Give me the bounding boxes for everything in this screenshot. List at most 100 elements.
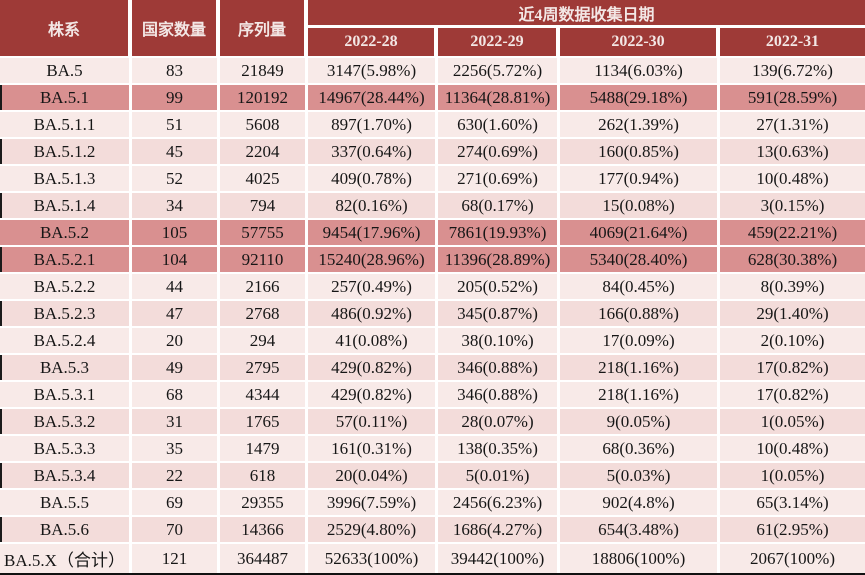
strain-cell: BA.5.1.4 — [0, 193, 132, 220]
week-value-cell: 486(0.92%) — [308, 301, 438, 328]
week-value-cell: 257(0.49%) — [308, 274, 438, 301]
strain-cell: BA.5.2.2 — [0, 274, 132, 301]
sequences-cell: 618 — [220, 463, 308, 490]
column-header-week-2022-29: 2022-29 — [438, 28, 560, 58]
table-row: BA.5.5 69 29355 3996(7.59%) 2456(6.23%) 902(4… — [0, 490, 865, 517]
week-value-cell: 2067(100%) — [720, 544, 865, 573]
week-value-cell: 29(1.40%) — [720, 301, 865, 328]
sequences-cell: 5608 — [220, 112, 308, 139]
sequences-cell: 794 — [220, 193, 308, 220]
sequences-cell: 1479 — [220, 436, 308, 463]
week-value-cell: 2529(4.80%) — [308, 517, 438, 544]
countries-cell: 20 — [132, 328, 220, 355]
week-value-cell: 138(0.35%) — [438, 436, 560, 463]
week-value-cell: 28(0.07%) — [438, 409, 560, 436]
week-value-cell: 84(0.45%) — [560, 274, 720, 301]
sequences-cell: 4344 — [220, 382, 308, 409]
week-value-cell: 346(0.88%) — [438, 382, 560, 409]
week-value-cell: 20(0.04%) — [308, 463, 438, 490]
countries-cell: 69 — [132, 490, 220, 517]
strain-cell: BA.5.3.1 — [0, 382, 132, 409]
week-value-cell: 161(0.31%) — [308, 436, 438, 463]
week-value-cell: 38(0.10%) — [438, 328, 560, 355]
countries-cell: 49 — [132, 355, 220, 382]
week-value-cell: 17(0.82%) — [720, 382, 865, 409]
countries-cell: 105 — [132, 220, 220, 247]
strain-cell: BA.5.1 — [0, 85, 132, 112]
week-value-cell: 345(0.87%) — [438, 301, 560, 328]
week-value-cell: 68(0.36%) — [560, 436, 720, 463]
week-value-cell: 3996(7.59%) — [308, 490, 438, 517]
week-value-cell: 591(28.59%) — [720, 85, 865, 112]
week-value-cell: 1134(6.03%) — [560, 58, 720, 85]
column-header-strain: 株系 — [0, 0, 132, 58]
sequences-cell: 92110 — [220, 247, 308, 274]
strain-cell: BA.5 — [0, 58, 132, 85]
sequences-cell: 1765 — [220, 409, 308, 436]
week-value-cell: 10(0.48%) — [720, 436, 865, 463]
countries-cell: 44 — [132, 274, 220, 301]
week-value-cell: 166(0.88%) — [560, 301, 720, 328]
week-value-cell: 8(0.39%) — [720, 274, 865, 301]
week-value-cell: 1(0.05%) — [720, 463, 865, 490]
week-value-cell: 10(0.48%) — [720, 166, 865, 193]
countries-cell: 34 — [132, 193, 220, 220]
sequences-cell: 120192 — [220, 85, 308, 112]
week-value-cell: 57(0.11%) — [308, 409, 438, 436]
countries-cell: 47 — [132, 301, 220, 328]
countries-cell: 68 — [132, 382, 220, 409]
week-value-cell: 7861(19.93%) — [438, 220, 560, 247]
strain-cell: BA.5.X（合计） — [0, 544, 132, 573]
strain-cell: BA.5.3.2 — [0, 409, 132, 436]
sequences-cell: 57755 — [220, 220, 308, 247]
table-body: BA.5 83 21849 3147(5.98%) 2256(5.72%) 1134(6.… — [0, 58, 865, 573]
week-value-cell: 346(0.88%) — [438, 355, 560, 382]
table-row: BA.5.2.1 104 92110 15240(28.96%) 11396(28.89… — [0, 247, 865, 274]
week-value-cell: 14967(28.44%) — [308, 85, 438, 112]
week-value-cell: 337(0.64%) — [308, 139, 438, 166]
sequences-cell: 2166 — [220, 274, 308, 301]
week-value-cell: 459(22.21%) — [720, 220, 865, 247]
strain-cell: BA.5.2.4 — [0, 328, 132, 355]
sequences-cell: 2204 — [220, 139, 308, 166]
week-value-cell: 429(0.82%) — [308, 355, 438, 382]
sequences-cell: 29355 — [220, 490, 308, 517]
table-row: BA.5.X（合计） 121 364487 52633(100%) 39442(100%… — [0, 544, 865, 573]
week-value-cell: 17(0.82%) — [720, 355, 865, 382]
strain-cell: BA.5.3.4 — [0, 463, 132, 490]
strain-cell: BA.5.2.3 — [0, 301, 132, 328]
countries-cell: 83 — [132, 58, 220, 85]
week-value-cell: 11396(28.89%) — [438, 247, 560, 274]
column-header-week-2022-30: 2022-30 — [560, 28, 720, 58]
strain-cell: BA.5.1.2 — [0, 139, 132, 166]
week-value-cell: 2256(5.72%) — [438, 58, 560, 85]
week-value-cell: 274(0.69%) — [438, 139, 560, 166]
week-value-cell: 5(0.03%) — [560, 463, 720, 490]
week-value-cell: 1(0.05%) — [720, 409, 865, 436]
week-value-cell: 4069(21.64%) — [560, 220, 720, 247]
week-value-cell: 82(0.16%) — [308, 193, 438, 220]
table-row: BA.5.1.4 34 794 82(0.16%) 68(0.17%) 15(0.08%)… — [0, 193, 865, 220]
week-value-cell: 897(1.70%) — [308, 112, 438, 139]
sequences-cell: 14366 — [220, 517, 308, 544]
strain-cell: BA.5.1.3 — [0, 166, 132, 193]
strain-cell: BA.5.3.3 — [0, 436, 132, 463]
table-row: BA.5.3.3 35 1479 161(0.31%) 138(0.35%) 68(0.3… — [0, 436, 865, 463]
week-value-cell: 218(1.16%) — [560, 355, 720, 382]
week-value-cell: 61(2.95%) — [720, 517, 865, 544]
week-value-cell: 15(0.08%) — [560, 193, 720, 220]
week-value-cell: 262(1.39%) — [560, 112, 720, 139]
week-value-cell: 3(0.15%) — [720, 193, 865, 220]
column-group-header-recent-weeks: 近4周数据收集日期 — [308, 0, 865, 28]
table-row: BA.5.3 49 2795 429(0.82%) 346(0.88%) 218(1.16… — [0, 355, 865, 382]
sequences-cell: 2768 — [220, 301, 308, 328]
week-value-cell: 3147(5.98%) — [308, 58, 438, 85]
column-header-countries: 国家数量 — [132, 0, 220, 58]
week-value-cell: 271(0.69%) — [438, 166, 560, 193]
column-header-sequences: 序列量 — [220, 0, 308, 58]
week-value-cell: 628(30.38%) — [720, 247, 865, 274]
week-value-cell: 18806(100%) — [560, 544, 720, 573]
table-row: BA.5.2 105 57755 9454(17.96%) 7861(19.93%) 40… — [0, 220, 865, 247]
sequences-cell: 294 — [220, 328, 308, 355]
week-value-cell: 218(1.16%) — [560, 382, 720, 409]
